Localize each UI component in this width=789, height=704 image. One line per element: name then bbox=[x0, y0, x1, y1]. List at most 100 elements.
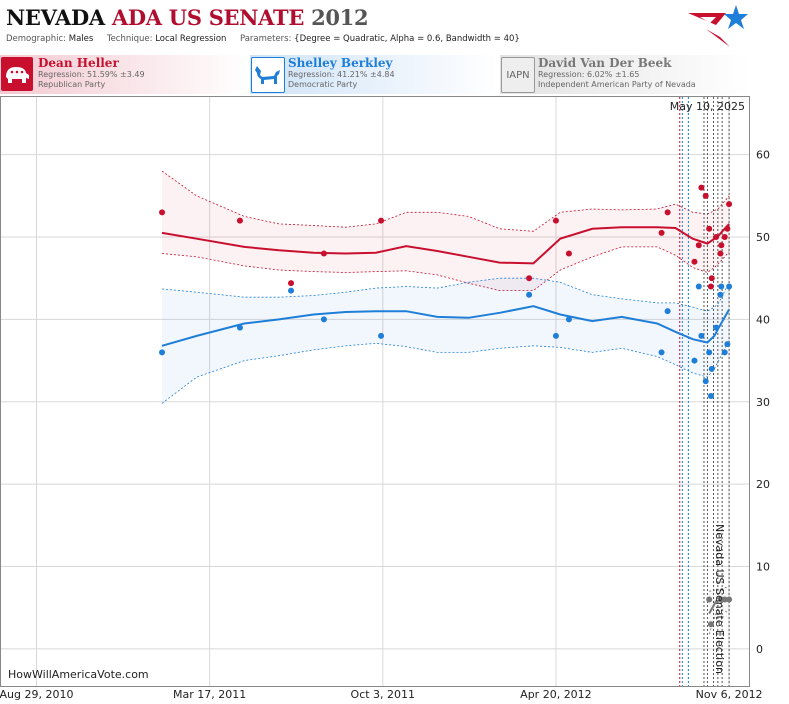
poll-point bbox=[320, 316, 327, 323]
poll-point bbox=[695, 283, 702, 290]
poll-point bbox=[726, 596, 733, 603]
watermark: HowWillAmericaVote.com bbox=[8, 668, 149, 681]
candidate-regression: Regression: 41.21% ±4.84 bbox=[288, 70, 395, 79]
candidate-regression: Regression: 51.59% ±3.49 bbox=[38, 70, 145, 79]
candidate-party: Democratic Party bbox=[288, 80, 358, 89]
poll-point bbox=[664, 308, 671, 315]
poll-point bbox=[664, 209, 671, 216]
poll-point bbox=[565, 250, 572, 257]
poll-point bbox=[718, 283, 725, 290]
lower-bound-line bbox=[161, 339, 730, 404]
date-label: May 10, 2025 bbox=[670, 100, 745, 113]
poll-point bbox=[708, 365, 715, 372]
poll-point bbox=[702, 192, 709, 199]
y-tick-label: 60 bbox=[756, 149, 770, 162]
y-tick-label: 10 bbox=[756, 561, 770, 574]
candidate-party: Republican Party bbox=[38, 80, 106, 89]
y-tick-label: 50 bbox=[756, 231, 770, 244]
candidate-iapn[interactable]: IAPN David Van Der Beek Regression: 6.02… bbox=[500, 55, 750, 94]
poll-point bbox=[526, 275, 533, 282]
candidate-republican[interactable]: Dean Heller Regression: 51.59% ±3.49 Rep… bbox=[0, 55, 248, 94]
x-tick-label: Aug 29, 2010 bbox=[0, 688, 73, 701]
y-tick-label: 0 bbox=[756, 643, 763, 656]
candidate-party: Independent American Party of Nevada bbox=[538, 80, 696, 89]
poll-point bbox=[698, 184, 705, 191]
poll-point bbox=[713, 234, 720, 241]
poll-point bbox=[378, 332, 385, 339]
poll-point bbox=[320, 250, 327, 257]
x-tick-label: Nov 6, 2012 bbox=[696, 688, 763, 701]
poll-point bbox=[378, 217, 385, 224]
poll-point bbox=[724, 341, 731, 348]
x-gridlines bbox=[35, 97, 730, 686]
poll-point bbox=[552, 332, 559, 339]
regression-line bbox=[161, 305, 730, 347]
page-title: NEVADA ADA US SENATE 2012 bbox=[6, 5, 369, 30]
poll-point bbox=[658, 229, 665, 236]
poll-point bbox=[726, 283, 733, 290]
poll-point bbox=[691, 258, 698, 265]
poll-point bbox=[698, 332, 705, 339]
y-tick-label: 20 bbox=[756, 478, 770, 491]
poll-point bbox=[706, 596, 713, 603]
demographic-value: Males bbox=[68, 34, 94, 44]
upper-bound-line bbox=[161, 277, 730, 312]
y-tick-label: 30 bbox=[756, 396, 770, 409]
poll-point bbox=[565, 316, 572, 323]
poll-point bbox=[706, 225, 713, 232]
poll-point bbox=[159, 349, 166, 356]
poll-point bbox=[717, 250, 724, 257]
candidate-name: Shelley Berkley bbox=[288, 56, 393, 70]
confidence-band bbox=[162, 171, 730, 291]
title-state: NEVADA bbox=[6, 5, 105, 30]
parameters-label: Parameters: bbox=[239, 34, 292, 44]
poll-point bbox=[718, 242, 725, 249]
poll-chart: 0 10 20 30 40 50 60 Aug 29, 2010 Mar 17, 2011 Oc… bbox=[0, 96, 770, 701]
poll-point bbox=[526, 291, 533, 298]
x-tick-labels: Aug 29, 2010 Mar 17, 2011 Oct 3, 2011 Apr 2… bbox=[0, 688, 763, 701]
header: NEVADA ADA US SENATE 2012 Demographic: M… bbox=[0, 0, 789, 52]
poll-point bbox=[721, 596, 728, 603]
title-year: 2012 bbox=[311, 5, 369, 30]
candidate-democrat[interactable]: Shelley Berkley Regression: 41.21% ±4.84… bbox=[250, 55, 498, 94]
poll-point bbox=[724, 225, 731, 232]
x-tick-label: Mar 17, 2011 bbox=[173, 688, 246, 701]
y-tick-labels: 0 10 20 30 40 50 60 bbox=[756, 149, 770, 656]
candidate-regression: Regression: 6.02% ±1.65 bbox=[538, 70, 640, 79]
poll-point bbox=[288, 280, 295, 287]
x-tick-label: Oct 3, 2011 bbox=[351, 688, 416, 701]
lower-bound-line bbox=[708, 609, 730, 635]
poll-point bbox=[721, 234, 728, 241]
donkey-icon bbox=[251, 57, 285, 93]
parameters-value: {Degree = Quadratic, Alpha = 0.6, Bandwi… bbox=[294, 34, 520, 44]
poll-point bbox=[288, 287, 295, 294]
poll-point bbox=[236, 324, 243, 331]
iapn-badge: IAPN bbox=[501, 57, 535, 93]
parameters-line: Demographic: Males Technique: Local Regr… bbox=[6, 34, 520, 44]
poll-point bbox=[159, 209, 166, 216]
poll-point bbox=[707, 393, 714, 400]
x-tick-label: Apr 20, 2012 bbox=[520, 688, 592, 701]
plot-frame bbox=[0, 96, 750, 687]
y-gridlines bbox=[1, 154, 749, 650]
poll-point bbox=[552, 217, 559, 224]
poll-point bbox=[707, 621, 714, 628]
elephant-icon bbox=[1, 57, 33, 91]
poll-point bbox=[706, 349, 713, 356]
poll-point bbox=[691, 357, 698, 364]
site-logo-icon[interactable] bbox=[686, 3, 750, 49]
upper-bound-line bbox=[709, 585, 730, 592]
poll-point bbox=[721, 349, 728, 356]
election-label: Nevada US Senate Election bbox=[713, 524, 726, 674]
poll-point bbox=[708, 275, 715, 282]
poll-point bbox=[702, 378, 709, 385]
candidate-name: David Van Der Beek bbox=[538, 56, 672, 70]
poll-points bbox=[159, 184, 733, 628]
poll-point bbox=[713, 324, 720, 331]
poll-point bbox=[707, 283, 714, 290]
candidate-bar: Dean Heller Regression: 51.59% ±3.49 Rep… bbox=[0, 55, 750, 94]
confidence-band bbox=[162, 278, 730, 404]
poll-point bbox=[695, 242, 702, 249]
upper-bound-line bbox=[161, 170, 730, 232]
regression-line bbox=[161, 223, 730, 265]
